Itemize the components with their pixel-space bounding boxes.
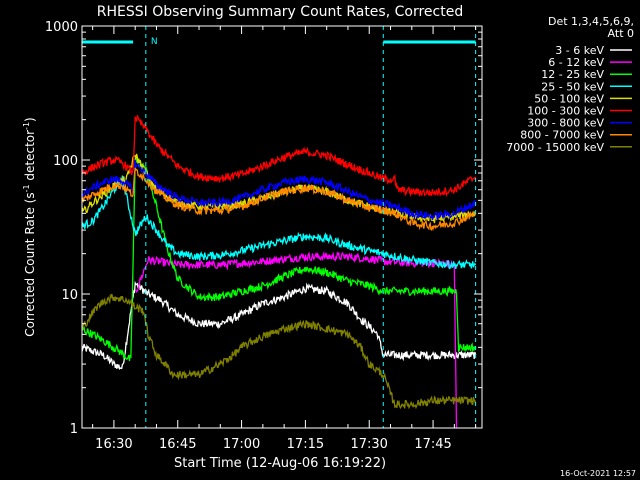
- x-tick-label-4: 17:30: [350, 437, 387, 452]
- legend-label-1: 6 - 12 keV: [548, 56, 604, 69]
- legend-header-line-2: Att 0: [608, 27, 634, 40]
- axis-ticks: 1 10 100 1000 16:30 16:45 17:00 17:15 17:30 17:45: [45, 20, 482, 452]
- legend-label-3: 25 - 50 keV: [541, 80, 604, 93]
- x-tick-label-5: 17:45: [414, 437, 451, 452]
- legend-label-0: 3 - 6 keV: [555, 44, 604, 57]
- x-axis-label: Start Time (12-Aug-06 16:19:22): [174, 456, 386, 471]
- plot-frame: [81, 25, 483, 429]
- legend-label-8: 7000 - 15000 keV: [506, 141, 604, 154]
- series-line-0: [81, 280, 477, 371]
- y-axis-label-main: Corrected Count Rate (s: [23, 192, 37, 336]
- y-axis-label-sup-2: -1: [22, 122, 31, 130]
- legend-label-4: 50 - 100 keV: [534, 92, 604, 105]
- plot-series: [81, 115, 477, 429]
- x-tick-label-1: 16:45: [159, 437, 196, 452]
- series-line-3: [81, 175, 477, 270]
- legend-label-7: 800 - 7000 keV: [520, 129, 604, 142]
- x-tick-label-3: 17:15: [287, 437, 324, 452]
- series-line-6: [81, 160, 477, 221]
- series-line-1: [135, 250, 458, 429]
- timestamp: 16-Oct-2021 12:57: [560, 469, 636, 478]
- legend-header-line-1: Det 1,3,4,5,6,9,: [548, 15, 634, 28]
- chart-title: RHESSI Observing Summary Count Rates, Co…: [97, 4, 463, 20]
- y-axis-label-mid: detector: [23, 130, 37, 185]
- y-tick-label-0: 1: [70, 422, 78, 437]
- legend-label-6: 300 - 800 keV: [527, 117, 604, 130]
- y-tick-label-3: 1000: [45, 20, 78, 35]
- series-line-8: [81, 293, 477, 410]
- night-flag-label: N: [151, 37, 158, 47]
- legend-label-5: 100 - 300 keV: [527, 105, 604, 118]
- y-axis-label-sup-1: -1: [22, 184, 31, 192]
- y-axis-label: Corrected Count Rate (s-1 detector-1): [22, 117, 37, 336]
- x-tick-label-0: 16:30: [95, 437, 132, 452]
- legend-label-2: 12 - 25 keV: [541, 68, 604, 81]
- y-tick-label-2: 100: [53, 154, 78, 169]
- x-tick-label-2: 17:00: [223, 437, 260, 452]
- y-tick-label-1: 10: [61, 288, 78, 303]
- series-line-5: [81, 115, 477, 198]
- plot-decor: N: [82, 26, 477, 428]
- y-axis-label-end: ): [23, 117, 37, 122]
- series-line-7: [81, 167, 476, 232]
